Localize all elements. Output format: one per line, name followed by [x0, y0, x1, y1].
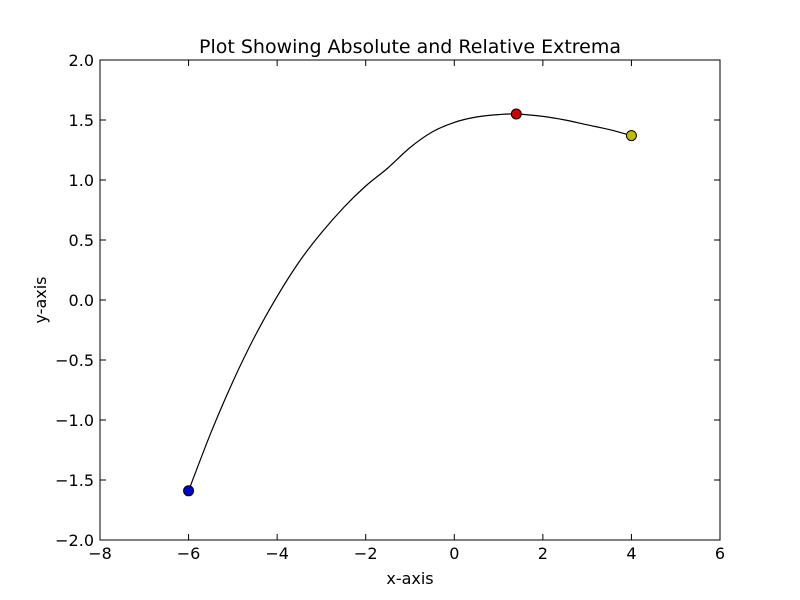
y-tick-label: −1.5 [55, 471, 94, 490]
y-tick-label: −0.5 [55, 351, 94, 370]
x-tick-label: 2 [538, 544, 548, 563]
x-tick-label: 0 [449, 544, 459, 563]
x-tick-label: −8 [88, 544, 112, 563]
marker-absolute-maximum [510, 108, 522, 120]
y-axis-label: y-axis [31, 276, 50, 323]
series-line [188, 113, 632, 492]
extrema-markers [183, 108, 637, 497]
y-tick-label: 0.0 [69, 291, 94, 310]
y-tick-label: 0.5 [69, 231, 94, 250]
chart-title: Plot Showing Absolute and Relative Extre… [199, 36, 621, 58]
x-tick-label: −4 [265, 544, 289, 563]
axis-tick-labels: −8 −6 −4 −2 0 2 4 6 −2.0 −1.5 −1.0 −0.5 0.0 0.5 1.0 1.5… [55, 51, 725, 563]
marker-relative-minimum [625, 130, 637, 142]
x-tick-label: 6 [715, 544, 725, 563]
y-tick-label: 2.0 [69, 51, 94, 70]
x-tick-label: −2 [354, 544, 378, 563]
y-tick-label: 1.0 [69, 171, 94, 190]
x-axis-label: x-axis [386, 569, 433, 588]
marker-absolute-minimum [183, 485, 195, 497]
axis-ticks [99, 59, 721, 541]
y-tick-label: −1.0 [55, 411, 94, 430]
x-tick-label: −6 [177, 544, 201, 563]
y-tick-label: 1.5 [69, 111, 94, 130]
x-tick-label: 4 [626, 544, 636, 563]
plot-area [99, 59, 721, 541]
y-tick-label: −2.0 [55, 531, 94, 550]
